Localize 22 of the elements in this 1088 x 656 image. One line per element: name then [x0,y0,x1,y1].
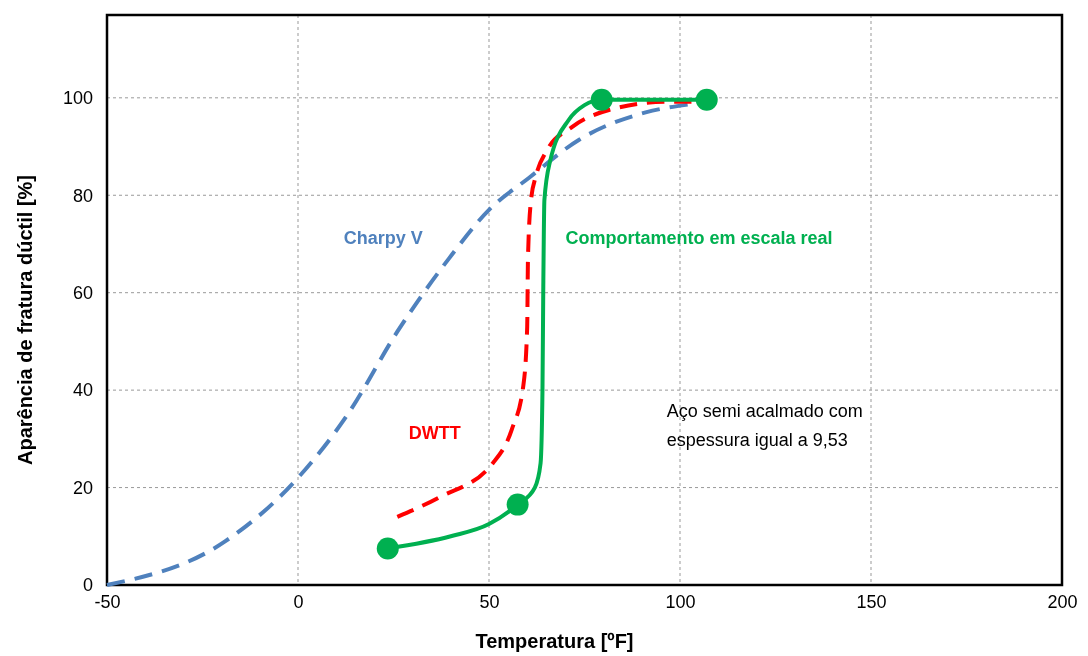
series-label: Charpy V [343,227,423,248]
y-axis-title: Aparência de fratura dúctil [%] [14,174,36,466]
point [695,88,718,111]
x-tick-label: 200 [1047,591,1078,612]
y-tick-label: 40 [72,380,93,401]
x-tick-label: 0 [293,591,304,612]
y-tick-label: 100 [62,88,93,109]
y-tick-label: 60 [72,282,93,303]
x-axis-title: Temperatura [ºF] [475,630,634,652]
x-tick-label: 150 [856,591,887,612]
point [376,537,399,560]
y-tick-label: 20 [72,477,93,498]
point [506,493,529,516]
x-tick-label: 100 [665,591,696,612]
y-tick-label: 0 [82,575,93,596]
text: DWTT [408,422,461,443]
x-tick-label: -50 [94,591,121,612]
point [590,88,613,111]
x-tick-label: 50 [479,591,500,612]
annotation: Aço semi acalmado com espessura igual a 9,53 [666,400,863,450]
y-tick-label: 80 [72,185,93,206]
series-label: Comportamento em escala real [565,227,833,248]
